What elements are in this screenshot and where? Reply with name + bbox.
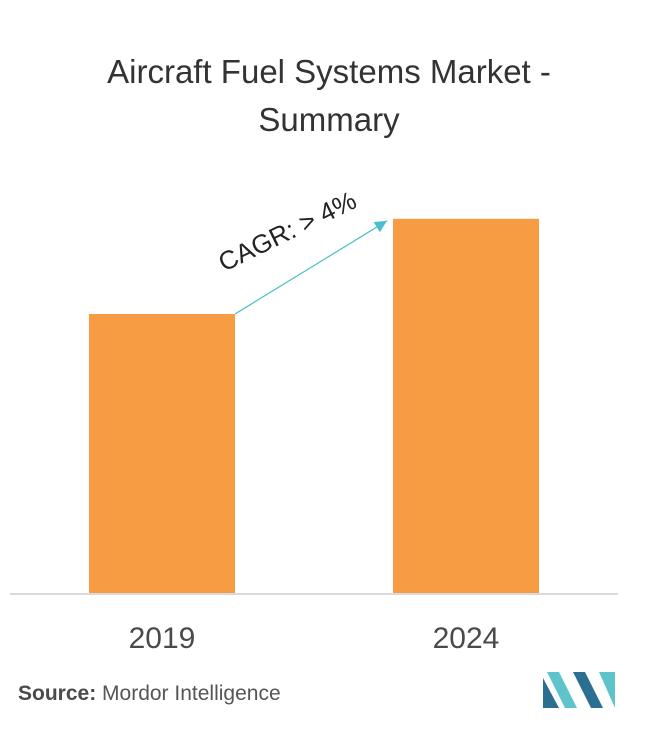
- source-note: Source: Mordor Intelligence: [18, 682, 281, 706]
- mordor-intelligence-logo-icon: [543, 672, 615, 708]
- cagr-arrow-line: [234, 220, 388, 315]
- bar-2019: [89, 314, 235, 594]
- source-text: Mordor Intelligence: [102, 682, 281, 705]
- bars-group: [89, 218, 539, 595]
- bar-2024: [393, 218, 539, 595]
- cagr-arrow: [234, 220, 388, 315]
- cagr-annotation: CAGR: > 4%: [213, 185, 361, 278]
- chart-title: Aircraft Fuel Systems Market - Summary: [40, 48, 618, 144]
- chart-title-line-1: Aircraft Fuel Systems Market -: [107, 53, 551, 90]
- x-tick-label-2019: 2019: [128, 622, 196, 655]
- source-label: Source:: [18, 682, 97, 705]
- chart-title-line-2: Summary: [258, 101, 400, 138]
- cagr-arrow-head: [373, 220, 387, 233]
- x-tick-label-2024: 2024: [432, 622, 500, 655]
